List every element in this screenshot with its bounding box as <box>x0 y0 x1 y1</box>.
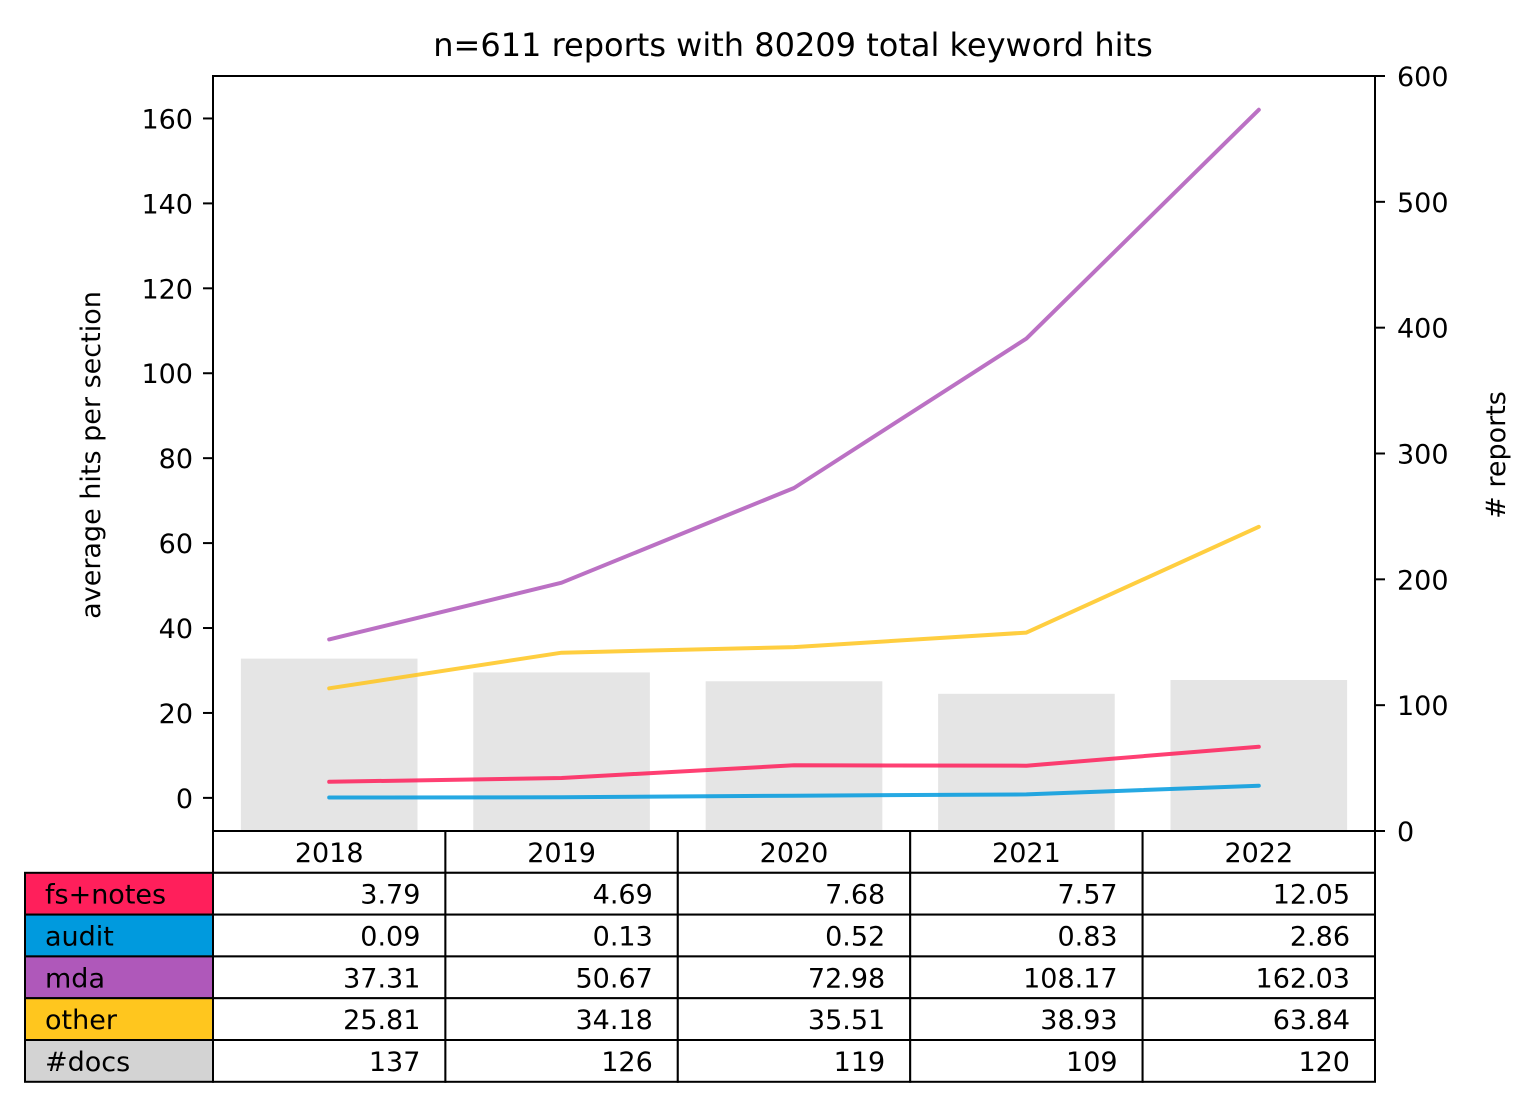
y-tick-label: 40 <box>159 614 193 645</box>
table-row-label: #docs <box>45 1047 130 1078</box>
x-tick-label: 2021 <box>992 838 1061 869</box>
table-cell-value-fs-notes: 3.79 <box>360 880 420 911</box>
y-tick-label: 20 <box>159 699 193 730</box>
y-tick-label: 160 <box>141 104 193 135</box>
table-cell-value-other: 25.81 <box>343 1005 420 1036</box>
table-cell <box>212 997 447 1042</box>
table-cell-value-fs-notes: 7.68 <box>825 880 885 911</box>
table-cell <box>212 1039 447 1083</box>
table-row-label-cell-fs-notes <box>24 871 214 916</box>
table-cell-value-other: 34.18 <box>576 1005 653 1036</box>
y-tick-label: 60 <box>159 529 193 560</box>
table-cell-value--docs: 126 <box>601 1047 653 1078</box>
x-tick-label: 2022 <box>1224 838 1293 869</box>
bar-docs-2019 <box>473 672 650 831</box>
y2-tick-label: 500 <box>1397 188 1449 219</box>
table-cell <box>909 997 1144 1042</box>
table-header-cell <box>1141 830 1376 874</box>
table-cell-value-mda: 50.67 <box>576 963 653 994</box>
data-table: 2018 2019 2020 2021 2022 fs+notes 3.79 4.69 7.68… <box>24 830 1376 1083</box>
series-line-fs-notes <box>327 744 1261 784</box>
left-axis: 0 20 40 60 80 100 120 140 160 <box>141 104 213 815</box>
table-row-label-cell--docs <box>24 1039 214 1083</box>
y2-tick-label: 100 <box>1397 691 1449 722</box>
table-cell-value-mda: 37.31 <box>343 963 420 994</box>
table-cell-value-audit: 0.09 <box>360 922 420 953</box>
table-cell-value-fs-notes: 4.69 <box>593 880 653 911</box>
y2-tick-label: 200 <box>1397 565 1449 596</box>
table-cell-value-audit: 0.13 <box>593 922 653 953</box>
table-cell <box>444 913 679 958</box>
table-cell-value--docs: 120 <box>1298 1047 1350 1078</box>
table-cell-value-mda: 72.98 <box>808 963 885 994</box>
table-cell-value-other: 38.93 <box>1040 1005 1117 1036</box>
table-cell-value-other: 35.51 <box>808 1005 885 1036</box>
table-cell-value--docs: 119 <box>834 1047 886 1078</box>
table-cell <box>1141 1039 1376 1083</box>
right-axis: 0 100 200 300 400 500 600 <box>1375 62 1449 848</box>
y-tick-label: 140 <box>141 189 193 220</box>
table-cell-value-fs-notes: 7.57 <box>1057 880 1117 911</box>
table-row-label: audit <box>45 922 114 953</box>
table-cell-value-fs-notes: 12.05 <box>1273 880 1350 911</box>
y2-tick-label: 400 <box>1397 314 1449 345</box>
y-tick-label: 0 <box>176 784 193 815</box>
table-row-label-cell-audit <box>24 913 214 958</box>
bar-docs-2022 <box>1170 680 1348 831</box>
table-cell <box>1141 997 1376 1042</box>
table-cell-value-audit: 2.86 <box>1290 922 1350 953</box>
table-cell <box>444 1039 679 1083</box>
table-cell-value--docs: 137 <box>369 1047 421 1078</box>
table-cell-value--docs: 109 <box>1066 1047 1118 1078</box>
table-row-label: mda <box>45 963 105 994</box>
series-line-audit <box>327 783 1261 800</box>
bar-docs-2020 <box>705 681 883 831</box>
table-cell <box>676 997 912 1042</box>
y-axis-label: average hits per section <box>76 291 107 619</box>
table-cell <box>909 1039 1144 1083</box>
table-cell <box>676 871 912 916</box>
table-header-cell <box>212 830 447 874</box>
x-tick-label: 2020 <box>760 838 829 869</box>
y-tick-label: 120 <box>141 274 193 305</box>
chart-title: n=611 reports with 80209 total keyword h… <box>433 26 1153 64</box>
lines-layer <box>327 107 1261 800</box>
y2-axis-label: # reports <box>1481 391 1512 519</box>
table-cell-value-mda: 108.17 <box>1023 963 1117 994</box>
x-tick-label: 2019 <box>527 838 596 869</box>
y2-tick-label: 600 <box>1397 62 1449 93</box>
table-row-label-cell-mda <box>24 955 214 1000</box>
table-cell-value-audit: 0.52 <box>825 922 885 953</box>
y2-tick-label: 0 <box>1397 817 1414 848</box>
table-cell-value-audit: 0.83 <box>1057 922 1117 953</box>
x-tick-label: 2018 <box>295 838 364 869</box>
y-tick-label: 80 <box>159 444 193 475</box>
table-cell <box>1141 871 1376 916</box>
series-line-other <box>327 524 1261 691</box>
table-row-label: other <box>45 1005 118 1036</box>
table-cell <box>1141 955 1376 1000</box>
table-row-label: fs+notes <box>45 880 166 911</box>
y-tick-label: 100 <box>141 359 193 390</box>
table-cell-value-mda: 162.03 <box>1256 963 1350 994</box>
y2-tick-label: 300 <box>1397 440 1449 471</box>
table-cell-value-other: 63.84 <box>1273 1005 1350 1036</box>
series-line-mda <box>327 107 1261 642</box>
bar-docs-2018 <box>240 658 418 831</box>
bars-layer <box>240 658 1348 831</box>
